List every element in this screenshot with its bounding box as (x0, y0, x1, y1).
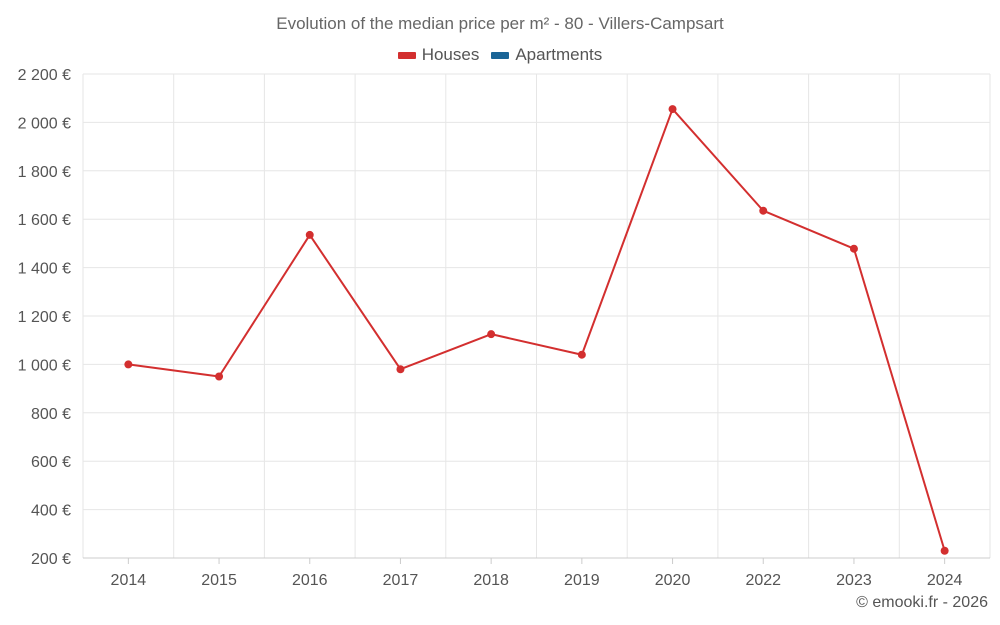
legend-item-houses[interactable]: Houses (397, 45, 480, 65)
chart-title: Evolution of the median price per m² - 8… (276, 14, 724, 33)
copyright-credit: © emooki.fr - 2026 (856, 594, 988, 611)
y-tick-label: 2 000 € (18, 115, 71, 132)
legend-label-houses: Houses (421, 45, 480, 64)
y-tick-label: 600 € (31, 454, 71, 471)
data-point-houses (487, 330, 496, 339)
y-tick-label: 1 800 € (18, 164, 71, 181)
x-tick-label: 2019 (564, 572, 600, 589)
y-tick-label: 200 € (31, 551, 71, 568)
legend-label-apartments: Apartments (515, 45, 603, 64)
x-tick-label: 2018 (473, 572, 509, 589)
data-point-houses (124, 360, 133, 369)
x-tick-label: 2014 (111, 572, 147, 589)
data-point-houses (215, 372, 224, 381)
x-tick-label: 2022 (745, 572, 781, 589)
y-tick-label: 1 600 € (18, 212, 71, 229)
y-tick-label: 400 € (31, 503, 71, 520)
data-point-houses (849, 244, 858, 253)
data-point-houses (759, 206, 768, 215)
y-tick-label: 800 € (31, 406, 71, 423)
x-tick-label: 2020 (655, 572, 691, 589)
x-tick-label: 2016 (292, 572, 328, 589)
y-tick-label: 2 200 € (18, 67, 71, 84)
series-line-houses (128, 108, 946, 552)
data-point-houses (940, 546, 949, 555)
legend-item-apartments[interactable]: Apartments (491, 45, 602, 65)
legend-swatch-houses (397, 51, 416, 59)
data-point-houses (396, 365, 405, 374)
data-point-houses (668, 105, 677, 114)
x-tick-label: 2023 (836, 572, 872, 589)
data-point-houses (305, 230, 314, 239)
chart-legend: Houses Apartments (0, 45, 1000, 65)
data-point-houses (577, 350, 586, 359)
y-tick-label: 1 000 € (18, 357, 71, 374)
y-tick-label: 1 200 € (18, 309, 71, 326)
x-tick-label: 2017 (383, 572, 419, 589)
y-tick-label: 1 400 € (18, 261, 71, 278)
x-tick-label: 2015 (201, 572, 237, 589)
legend-swatch-apartments (491, 51, 510, 59)
x-tick-label: 2024 (927, 572, 963, 589)
